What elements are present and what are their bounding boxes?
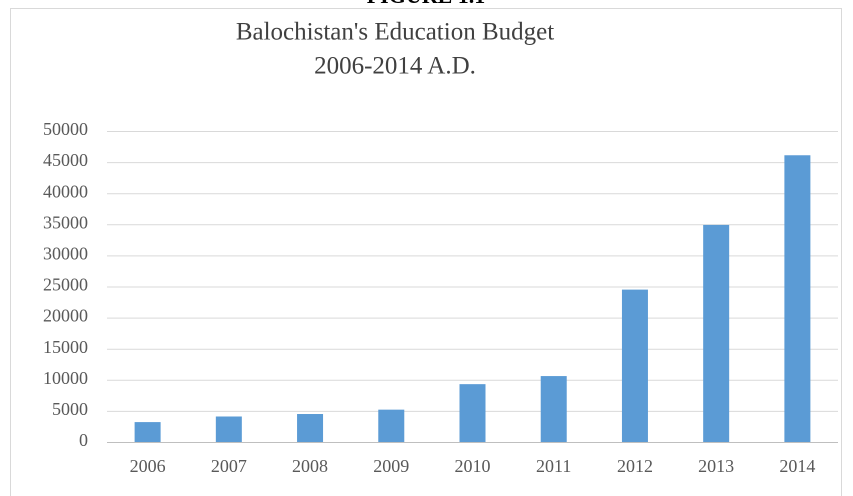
x-tick-label: 2006	[130, 456, 166, 476]
chart-title: Balochistan's Education Budget	[236, 19, 554, 46]
y-tick-label: 45000	[43, 150, 88, 170]
bar	[215, 416, 242, 442]
x-tick-label: 2011	[536, 456, 571, 476]
bar	[621, 289, 648, 442]
x-tick-label: 2008	[292, 456, 328, 476]
y-tick-label: 20000	[43, 306, 88, 326]
bar	[784, 155, 811, 442]
x-tick-label: 2012	[617, 456, 653, 476]
y-tick-label: 35000	[43, 212, 88, 232]
y-tick-label: 40000	[43, 181, 88, 201]
x-tick-label: 2007	[211, 456, 247, 476]
y-tick-label: 30000	[43, 244, 88, 264]
y-tick-label: 10000	[43, 368, 88, 388]
x-tick-label: 2013	[698, 456, 734, 476]
bar	[378, 409, 405, 442]
bar	[459, 384, 486, 442]
bar	[703, 224, 730, 442]
bar	[134, 422, 161, 442]
x-tick-label: 2010	[455, 456, 491, 476]
bar	[297, 414, 324, 442]
y-tick-label: 5000	[52, 399, 88, 419]
figure-label: FIGURE 1.1	[367, 0, 486, 8]
chart-subtitle: 2006-2014 A.D.	[314, 53, 476, 80]
x-tick-label: 2014	[779, 456, 815, 476]
y-tick-label: 50000	[43, 119, 88, 139]
chart-frame	[10, 8, 842, 496]
bar	[540, 376, 567, 442]
x-tick-label: 2009	[373, 456, 409, 476]
y-tick-label: 15000	[43, 337, 88, 357]
y-tick-label: 25000	[43, 275, 88, 295]
y-tick-label: 0	[79, 430, 88, 450]
